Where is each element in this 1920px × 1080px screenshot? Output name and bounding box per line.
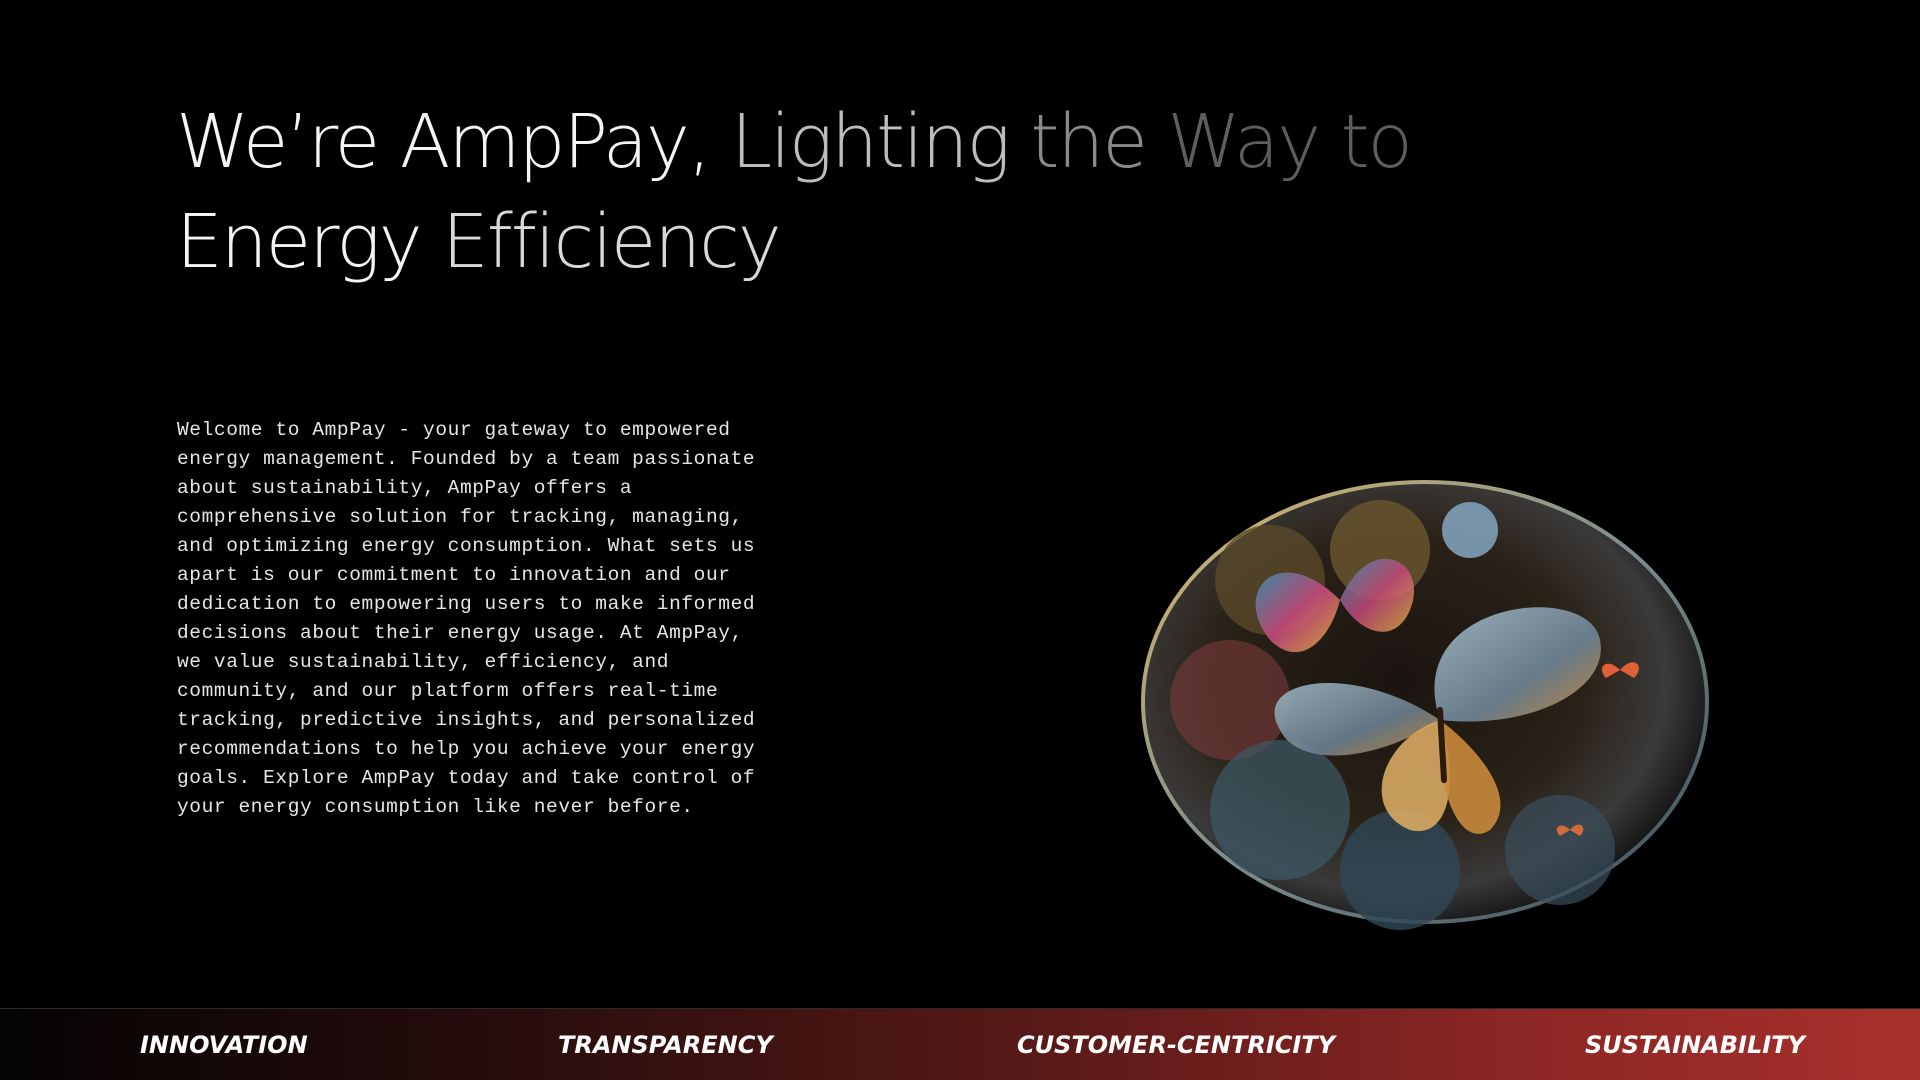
title-segment: Way to [1167, 99, 1412, 185]
title-segment: Lighting [730, 99, 1011, 185]
intro-paragraph: Welcome to AmpPay - your gateway to empo… [177, 419, 756, 818]
title-segment: We’re AmpPay, [176, 99, 711, 185]
value-sustainability: SUSTAINABILITY [1585, 1031, 1805, 1059]
title-segment: Efficiency [442, 199, 782, 285]
page-title: We’re AmpPay, Lighting the Way to Energy… [176, 92, 1676, 292]
butterfly-sphere-illustration-icon [1140, 470, 1740, 940]
value-transparency: TRANSPARENCY [558, 1031, 773, 1059]
core-values-bar: INNOVATION TRANSPARENCY CUSTOMER-CENTRIC… [0, 1008, 1920, 1080]
value-innovation: INNOVATION [140, 1031, 308, 1059]
value-customer-centricity: CUSTOMER-CENTRICITY [1017, 1031, 1336, 1059]
butterfly-sphere-svg [1141, 480, 1709, 930]
title-segment: Energy [176, 199, 423, 285]
title-segment: the [1030, 99, 1147, 185]
